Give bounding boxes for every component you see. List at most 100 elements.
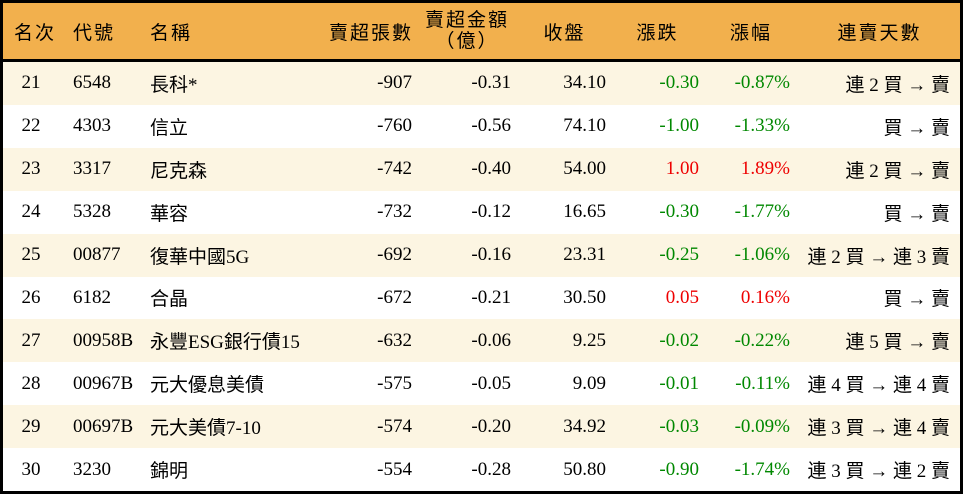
cell-streak: 買 → 賣 [883,117,950,139]
cell-change-pct: -1.77% [734,201,790,223]
cell-streak: 連 2 買 → 賣 [845,74,950,96]
cell-change: -0.30 [659,201,699,223]
cell-sell-volume: -907 [377,72,412,94]
cell-close: 50.80 [563,458,606,480]
cell-streak: 連 2 買 → 連 3 賣 [807,246,950,268]
cell-sell-volume: -760 [377,115,412,137]
cell-change: -1.00 [659,115,699,137]
cell-rank: 26 [21,286,41,308]
cell-close: 74.10 [563,115,606,137]
cell-close: 54.00 [563,158,606,180]
header-sell-volume: 賣超張數 [328,22,413,44]
table-row: 23 3317 尼克森 -742 -0.40 54.00 1.00 1.89% … [3,147,960,191]
cell-sell-amount: -0.16 [471,244,511,266]
cell-name: 尼克森 [150,160,208,182]
cell-code: 00967B [73,372,134,394]
table-row: 24 5328 華容 -732 -0.12 16.65 -0.30 -1.77%… [3,190,960,234]
cell-streak: 連 2 買 → 賣 [845,160,950,182]
cell-streak: 連 3 買 → 連 4 賣 [807,418,950,440]
cell-change: -0.90 [659,458,699,480]
header-name: 名稱 [150,22,193,44]
cell-close: 9.25 [572,329,606,351]
cell-sell-amount: -0.40 [471,158,511,180]
cell-streak: 連 4 買 → 連 4 賣 [807,375,950,397]
cell-change-pct: -0.22% [734,329,790,351]
cell-change-pct: -1.33% [734,115,790,137]
cell-sell-amount: -0.12 [471,201,511,223]
cell-streak: 連 5 買 → 賣 [845,332,950,354]
cell-sell-volume: -732 [377,201,412,223]
cell-change-pct: -0.87% [734,72,790,94]
header-sell-amount: 賣超金額 （億） [417,10,517,52]
cell-sell-amount: -0.31 [471,72,511,94]
cell-streak: 買 → 賣 [883,203,950,225]
cell-change: -0.01 [659,372,699,394]
table-row: 28 00967B 元大優息美債 -575 -0.05 9.09 -0.01 -… [3,362,960,406]
table-row: 22 4303 信立 -760 -0.56 74.10 -1.00 -1.33%… [3,104,960,148]
cell-name: 合晶 [150,289,189,311]
cell-name: 永豐ESG銀行債15 [150,332,300,354]
cell-close: 9.09 [572,372,606,394]
header-sell-amount-line1: 賣超金額 [424,10,509,31]
cell-streak: 買 → 賣 [883,289,950,311]
table-row: 30 3230 錦明 -554 -0.28 50.80 -0.90 -1.74%… [3,448,960,492]
cell-sell-amount: -0.28 [471,458,511,480]
cell-code: 4303 [73,115,111,137]
cell-close: 16.65 [563,201,606,223]
header-streak: 連賣天數 [837,22,922,44]
cell-change-pct: -1.06% [734,244,790,266]
cell-code: 6548 [73,72,111,94]
header-sell-amount-line2: （億） [435,31,499,52]
cell-name: 錦明 [150,461,189,483]
cell-sell-amount: -0.56 [471,115,511,137]
cell-code: 00877 [73,244,121,266]
cell-close: 34.10 [563,72,606,94]
cell-change-pct: 1.89% [740,158,790,180]
cell-sell-amount: -0.21 [471,286,511,308]
cell-change: -0.30 [659,72,699,94]
cell-name: 華容 [150,203,189,225]
cell-change: -0.25 [659,244,699,266]
cell-change-pct: 0.16% [740,286,790,308]
cell-change: 0.05 [665,286,699,308]
cell-change: -0.02 [659,329,699,351]
header-code: 代號 [73,22,116,44]
cell-sell-volume: -575 [377,372,412,394]
cell-sell-volume: -554 [377,458,412,480]
cell-rank: 25 [21,244,41,266]
cell-change-pct: -1.74% [734,458,790,480]
cell-code: 6182 [73,286,111,308]
cell-sell-volume: -632 [377,329,412,351]
cell-rank: 28 [21,372,41,394]
table-row: 26 6182 合晶 -672 -0.21 30.50 0.05 0.16% 買… [3,276,960,320]
cell-rank: 27 [21,329,41,351]
cell-sell-volume: -692 [377,244,412,266]
cell-close: 23.31 [563,244,606,266]
cell-name: 復華中國5G [150,246,250,268]
cell-rank: 22 [21,115,41,137]
cell-sell-volume: -672 [377,286,412,308]
table-row: 21 6548 長科* -907 -0.31 34.10 -0.30 -0.87… [3,62,960,105]
table-row: 29 00697B 元大美債7-10 -574 -0.20 34.92 -0.0… [3,405,960,449]
cell-change: 1.00 [665,158,699,180]
cell-code: 3230 [73,458,111,480]
cell-code: 3317 [73,158,111,180]
cell-rank: 30 [21,458,41,480]
cell-sell-amount: -0.06 [471,329,511,351]
cell-code: 00958B [73,329,134,351]
cell-change-pct: -0.09% [734,415,790,437]
table-row: 27 00958B 永豐ESG銀行債15 -632 -0.06 9.25 -0.… [3,319,960,363]
cell-rank: 29 [21,415,41,437]
cell-change-pct: -0.11% [735,372,790,394]
cell-close: 34.92 [563,415,606,437]
header-rank: 名次 [14,22,57,44]
cell-rank: 24 [21,201,41,223]
cell-code: 5328 [73,201,111,223]
cell-rank: 21 [21,72,41,94]
cell-sell-amount: -0.20 [471,415,511,437]
cell-name: 長科* [150,74,198,96]
cell-sell-volume: -742 [377,158,412,180]
header-close: 收盤 [543,22,586,44]
header-change-pct: 漲幅 [729,22,772,44]
